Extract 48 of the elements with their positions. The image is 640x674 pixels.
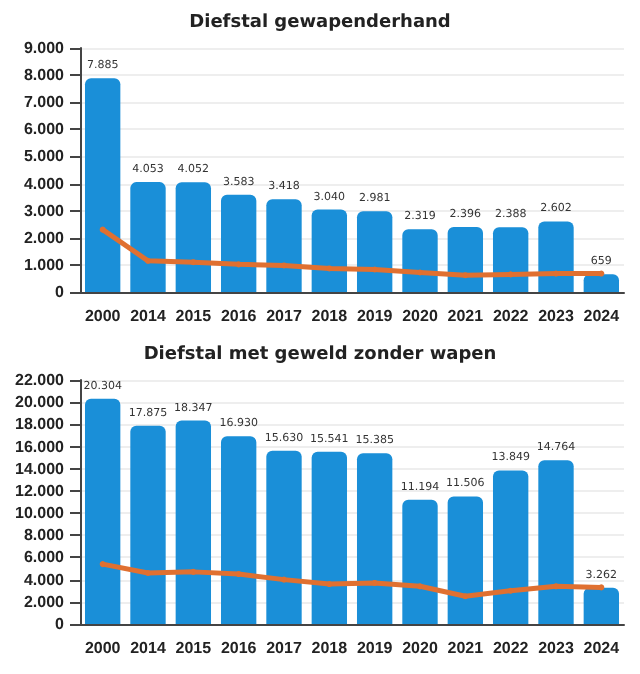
x-tick-label: 2017 xyxy=(266,307,303,325)
y-tick-label: 3.000 xyxy=(23,201,66,220)
y-tick-label: 2.000 xyxy=(23,592,66,611)
x-tick-label: 2024 xyxy=(583,307,621,325)
y-tick-label: 0 xyxy=(55,283,66,301)
y-tick-label: 6.000 xyxy=(23,120,66,139)
x-tick-label: 2020 xyxy=(402,639,439,657)
y-tick-label: 5.000 xyxy=(23,147,66,166)
x-tick-label: 2000 xyxy=(84,307,122,325)
x-tick-label: 2023 xyxy=(538,307,575,325)
y-tick-label: 8.000 xyxy=(23,526,66,545)
y-tick-label: 9.000 xyxy=(23,39,66,57)
y-tick-label: 7.000 xyxy=(23,93,66,112)
y-tick-label: 22.000 xyxy=(15,371,66,389)
x-tick-label: 2021 xyxy=(447,639,485,657)
y-tick-label: 20.000 xyxy=(15,393,66,412)
y-tick-label: 1.000 xyxy=(23,255,66,274)
y-tick-label: 16.000 xyxy=(15,437,66,456)
x-tick-label: 2022 xyxy=(492,639,530,657)
chart-title: Diefstal met geweld zonder wapen xyxy=(143,345,497,365)
y-tick-label: 6.000 xyxy=(23,548,66,567)
x-tick-label: 2016 xyxy=(220,307,258,325)
x-tick-label: 2024 xyxy=(583,639,621,657)
x-tick-label: 2017 xyxy=(266,639,303,657)
x-tick-label: 2022 xyxy=(492,307,530,325)
y-tick-label: 18.000 xyxy=(15,415,66,434)
x-tick-label: 2015 xyxy=(175,639,213,657)
y-tick-label: 4.000 xyxy=(23,570,66,589)
x-tick-label: 2021 xyxy=(447,307,485,325)
y-tick-label: 12.000 xyxy=(15,481,66,500)
x-tick-label: 2020 xyxy=(402,307,439,325)
x-tick-label: 2000 xyxy=(84,639,122,657)
x-tick-label: 2014 xyxy=(130,307,167,325)
y-tick-label: 0 xyxy=(55,615,66,633)
x-tick-label: 2015 xyxy=(175,307,213,325)
x-tick-label: 2023 xyxy=(538,639,575,657)
x-tick-label: 2019 xyxy=(356,639,394,657)
y-tick-label: 2.000 xyxy=(23,228,66,247)
y-tick-label: 4.000 xyxy=(23,174,66,193)
y-tick-label: 10.000 xyxy=(15,504,66,523)
x-tick-label: 2014 xyxy=(130,639,167,657)
y-tick-label: 14.000 xyxy=(15,459,66,478)
x-tick-label: 2019 xyxy=(356,307,394,325)
x-tick-label: 2018 xyxy=(311,307,349,325)
x-tick-label: 2016 xyxy=(220,639,258,657)
chart-title: Diefstal gewapenderhand xyxy=(189,13,451,33)
y-tick-label: 8.000 xyxy=(23,66,66,85)
x-tick-label: 2018 xyxy=(311,639,349,657)
